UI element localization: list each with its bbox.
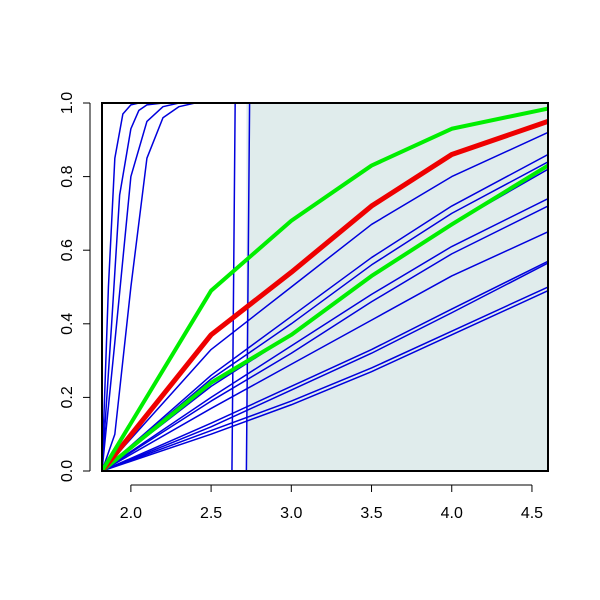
- plot-box: [101, 102, 549, 472]
- line: [102, 131, 548, 471]
- line: [102, 106, 548, 471]
- y-tick-label: 1.0: [59, 92, 76, 114]
- line: [102, 103, 548, 471]
- x-tick-label: 4.0: [441, 505, 463, 522]
- x-tick-label: 2.0: [120, 505, 142, 522]
- y-tick-label: 0.6: [59, 239, 76, 261]
- line: [102, 205, 548, 471]
- x-tick-label: 3.0: [280, 505, 302, 522]
- y-tick-label: 0.4: [59, 313, 76, 335]
- line: [102, 118, 548, 471]
- line: [102, 161, 548, 471]
- y-tick-label: 0.8: [59, 165, 76, 187]
- line: [102, 231, 548, 471]
- line: [102, 262, 548, 471]
- plot-area: [102, 103, 548, 471]
- line: [102, 289, 548, 471]
- line: [102, 163, 548, 471]
- x-tick-label: 2.5: [200, 505, 222, 522]
- y-tick-label: 0.0: [59, 460, 76, 482]
- line: [102, 103, 548, 471]
- line: [102, 286, 548, 471]
- line: [102, 153, 548, 471]
- x-tick-label: 3.5: [360, 505, 382, 522]
- line: [102, 103, 548, 471]
- line: [102, 260, 548, 471]
- x-tick-label: 4.5: [521, 505, 543, 522]
- line: [102, 103, 548, 471]
- line: [102, 197, 548, 471]
- y-tick-label: 0.2: [59, 386, 76, 408]
